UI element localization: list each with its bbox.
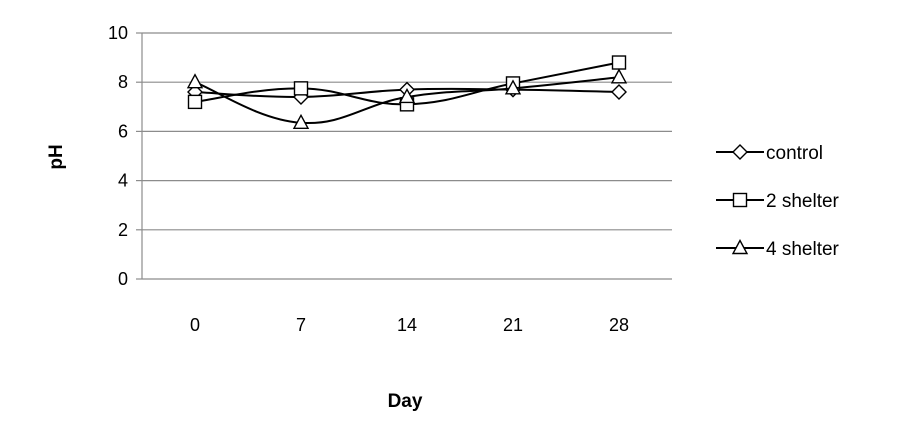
- triangle-marker: [292, 113, 310, 129]
- legend-item: 2 shelter: [716, 191, 840, 212]
- triangle-marker: [504, 79, 522, 95]
- axes: [136, 32, 672, 280]
- square-marker: [293, 81, 309, 96]
- triangle-marker: [610, 68, 628, 84]
- diamond-marker: [611, 84, 627, 101]
- y-tick-label: 10: [108, 23, 128, 43]
- y-tick-label: 2: [118, 220, 128, 240]
- triangle-marker: [186, 73, 204, 89]
- y-tick-labels: 0 2 4 6 8 10: [108, 23, 128, 289]
- legend-label: 2 shelter: [766, 191, 840, 212]
- y-tick-label: 6: [118, 121, 128, 141]
- x-tick-labels: 0 7 14 21 28: [190, 315, 629, 335]
- legend-triangle-marker: [731, 239, 749, 255]
- triangle-marker: [398, 87, 416, 104]
- legend-square-marker: [732, 192, 748, 208]
- x-axis-title: Day: [388, 391, 423, 412]
- legend: control 2 shelter 4 shelter: [716, 143, 840, 260]
- square-marker: [611, 55, 627, 70]
- legend-label: control: [766, 143, 823, 164]
- x-tick-label: 0: [190, 315, 200, 335]
- legend-diamond-marker: [732, 144, 748, 160]
- legend-item: 4 shelter: [716, 239, 840, 260]
- series-group: [186, 55, 628, 129]
- y-axis-title: pH: [46, 144, 67, 169]
- y-tick-label: 4: [118, 171, 128, 191]
- x-tick-label: 21: [503, 315, 523, 335]
- series-triangle: [186, 68, 628, 129]
- y-tick-label: 8: [118, 72, 128, 92]
- x-tick-label: 7: [296, 315, 306, 335]
- x-tick-label: 14: [397, 315, 417, 335]
- gridlines: [142, 32, 672, 231]
- y-tick-label: 0: [118, 269, 128, 289]
- x-tick-label: 28: [609, 315, 629, 335]
- legend-item: control: [716, 143, 823, 164]
- square-marker: [187, 94, 203, 110]
- legend-label: 4 shelter: [766, 239, 840, 260]
